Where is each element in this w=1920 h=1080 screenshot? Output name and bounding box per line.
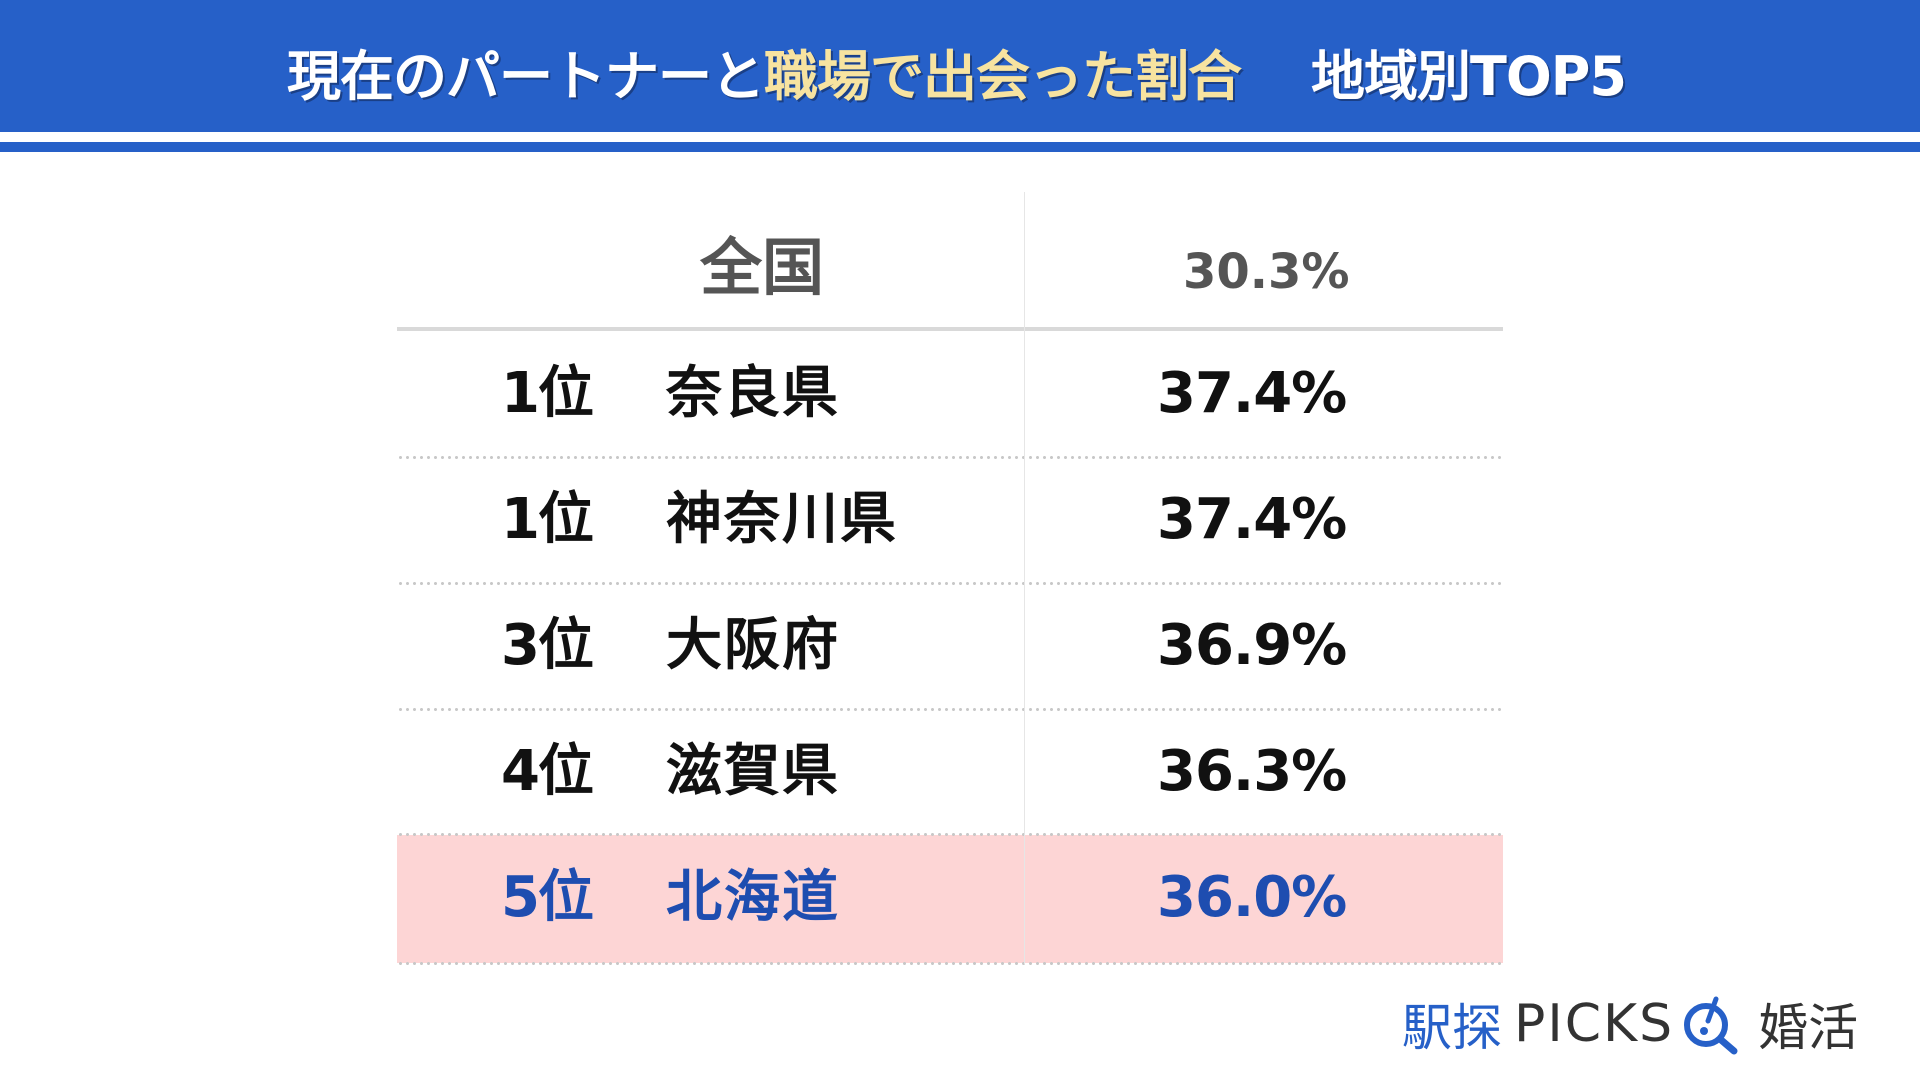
- logo-picks: PICKS: [1514, 994, 1675, 1054]
- header-divider-blue: [0, 142, 1920, 152]
- dotted-divider: [397, 708, 1503, 711]
- rank-label: 1位: [501, 361, 594, 426]
- table-row: 1位 奈良県 37.4%: [397, 331, 1503, 459]
- prefecture-label: 神奈川県: [666, 487, 898, 552]
- prefecture-label: 北海道: [666, 865, 840, 930]
- title-part-1: 現在のパートナーと: [287, 44, 765, 108]
- column-divider: [1024, 192, 1025, 964]
- percentage-value: 37.4%: [1157, 361, 1347, 426]
- dotted-divider: [397, 456, 1503, 459]
- rank-label: 4位: [501, 739, 594, 804]
- table-row-highlighted: 5位 北海道 36.0%: [397, 833, 1503, 965]
- prefecture-label: 滋賀県: [666, 739, 840, 804]
- dotted-divider: [397, 582, 1503, 585]
- title-accent: 職場で出会った割合: [764, 44, 1242, 108]
- magnifier-icon: [1680, 993, 1742, 1055]
- ranking-table: 全国 30.3% 1位 奈良県 37.4% 1位 神奈川県 37.4% 3位 大…: [397, 192, 1503, 965]
- national-label: 全国: [699, 231, 824, 304]
- national-value: 30.3%: [1183, 244, 1350, 300]
- prefecture-label: 奈良県: [666, 361, 840, 426]
- dotted-divider: [397, 833, 1503, 836]
- percentage-value: 36.9%: [1157, 613, 1347, 678]
- rank-label: 5位: [501, 865, 594, 930]
- brand-logo: 駅探 PICKS 婚活: [1402, 992, 1858, 1057]
- percentage-value: 36.0%: [1157, 865, 1347, 930]
- header-divider-white: [0, 132, 1920, 142]
- dotted-divider: [397, 962, 1503, 965]
- title-part-2: 地域別TOP5: [1311, 44, 1627, 108]
- table-row: 1位 神奈川県 37.4%: [397, 457, 1503, 585]
- national-divider: [397, 327, 1503, 331]
- prefecture-label: 大阪府: [666, 613, 840, 678]
- page-title: 現在のパートナーと 職場で出会った割合 地域別TOP5: [287, 36, 1627, 108]
- percentage-value: 36.3%: [1157, 739, 1347, 804]
- rank-label: 3位: [501, 613, 594, 678]
- logo-ekitan: 駅探: [1402, 999, 1502, 1057]
- rank-label: 1位: [501, 487, 594, 552]
- table-row: 3位 大阪府 36.9%: [397, 583, 1503, 711]
- percentage-value: 37.4%: [1157, 487, 1347, 552]
- logo-konkatsu: 婚活: [1758, 999, 1859, 1057]
- table-row: 4位 滋賀県 36.3%: [397, 709, 1503, 835]
- header-banner: [0, 0, 1920, 132]
